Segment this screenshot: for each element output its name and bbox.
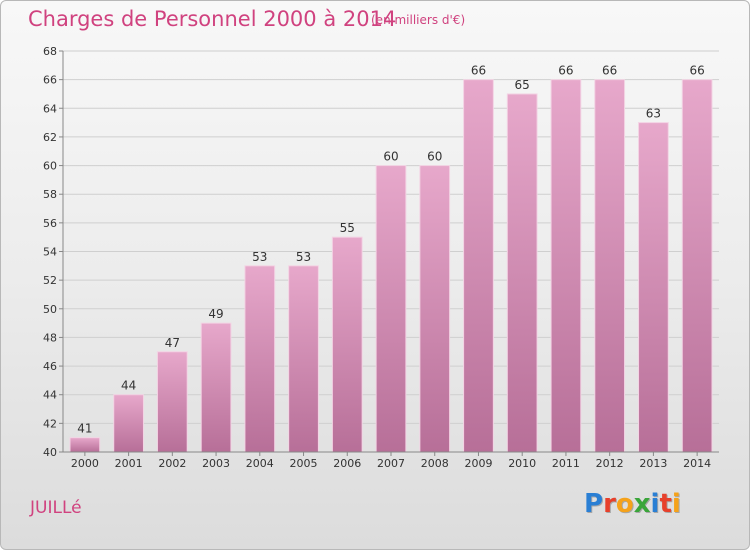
bar — [244, 265, 276, 453]
y-tick-label: 40 — [43, 446, 57, 459]
bar — [638, 122, 669, 453]
bar — [331, 236, 363, 453]
x-tick-label: 2002 — [158, 457, 186, 470]
y-tick-label: 48 — [43, 331, 57, 344]
bar-value-label: 66 — [689, 64, 704, 78]
y-tick-label: 52 — [43, 274, 57, 287]
y-tick-label: 50 — [43, 303, 57, 316]
x-tick-label: 2013 — [639, 457, 667, 470]
logo-letter: o — [615, 489, 634, 519]
logo-letter: r — [603, 489, 616, 519]
x-tick-label: 2005 — [290, 457, 318, 470]
bar-value-label: 49 — [208, 307, 223, 321]
x-tick-label: 2007 — [377, 457, 405, 470]
logo-letter: P — [584, 489, 604, 519]
commune-name: JUILLé — [30, 498, 82, 518]
y-tick-label: 44 — [43, 389, 57, 402]
proxiti-logo[interactable]: Proxiti — [584, 489, 681, 519]
bar-value-label: 63 — [646, 107, 661, 121]
chart-subtitle: (en milliers d'€) — [371, 13, 466, 27]
bar-value-label: 66 — [558, 64, 573, 78]
x-tick-label: 2001 — [115, 457, 143, 470]
x-tick-label: 2008 — [421, 457, 449, 470]
y-tick-label: 60 — [43, 160, 57, 173]
bar-value-label: 47 — [165, 336, 180, 350]
bar-value-label: 53 — [252, 250, 267, 264]
bar — [113, 394, 144, 453]
logo-letter: i — [671, 489, 681, 519]
bar-value-label: 66 — [471, 64, 486, 78]
bar — [419, 165, 451, 453]
bar — [681, 79, 713, 453]
bar-value-label: 66 — [602, 64, 617, 78]
bar-value-label: 60 — [383, 150, 398, 164]
bar-value-label: 60 — [427, 150, 442, 164]
x-tick-label: 2014 — [683, 457, 711, 470]
bar — [288, 265, 319, 453]
y-tick-label: 54 — [43, 246, 57, 259]
x-tick-label: 2000 — [71, 457, 99, 470]
bar — [156, 351, 188, 453]
x-tick-label: 2010 — [508, 457, 536, 470]
y-tick-label: 64 — [43, 102, 57, 115]
logo-letter: x — [633, 489, 651, 519]
y-tick-label: 62 — [43, 131, 57, 144]
bar-value-label: 53 — [296, 250, 311, 264]
x-tick-label: 2012 — [596, 457, 624, 470]
bar — [200, 322, 232, 453]
x-tick-label: 2004 — [246, 457, 274, 470]
bar-value-label: 55 — [340, 221, 355, 235]
x-tick-label: 2006 — [333, 457, 361, 470]
logo-letter: t — [659, 489, 672, 519]
x-tick-label: 2003 — [202, 457, 230, 470]
y-tick-label: 58 — [43, 188, 57, 201]
x-tick-label: 2009 — [464, 457, 492, 470]
y-tick-label: 56 — [43, 217, 57, 230]
logo-letter: i — [650, 489, 660, 519]
y-tick-label: 68 — [43, 45, 57, 58]
bar — [506, 93, 538, 453]
bar — [463, 79, 494, 453]
x-tick-label: 2011 — [552, 457, 580, 470]
y-tick-label: 66 — [43, 74, 57, 87]
y-tick-label: 42 — [43, 417, 57, 430]
bar — [550, 79, 582, 453]
bar — [594, 79, 626, 453]
bar — [69, 437, 101, 453]
bar — [375, 165, 407, 453]
chart-title: Charges de Personnel 2000 à 2014 — [28, 7, 397, 31]
bar-value-label: 44 — [121, 379, 136, 393]
bar-value-label: 65 — [515, 78, 530, 92]
y-tick-label: 46 — [43, 360, 57, 373]
bar-value-label: 41 — [77, 422, 92, 436]
